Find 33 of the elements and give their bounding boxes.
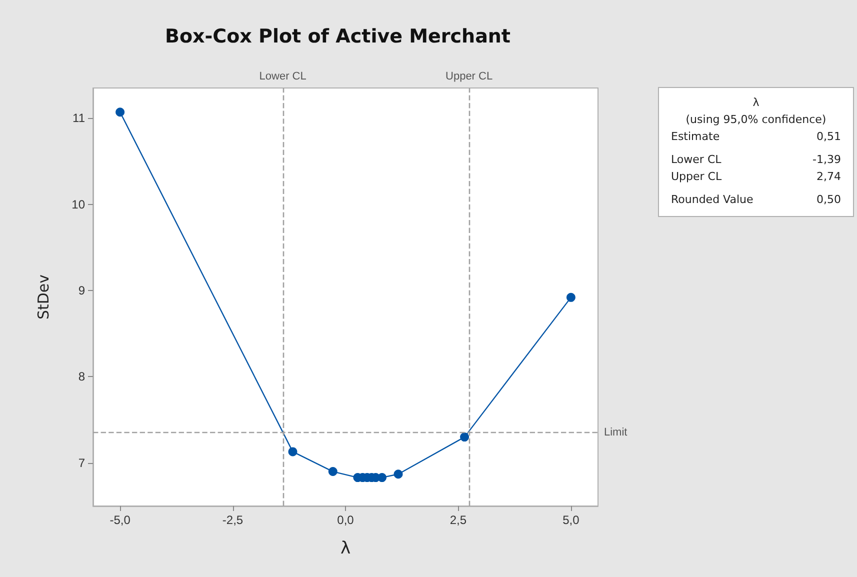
y-tick-label: 8: [78, 370, 86, 384]
text: Rounded Value: [671, 193, 754, 206]
point: [394, 470, 403, 479]
y-tick-label: 7: [78, 456, 86, 470]
text: 0,51: [816, 130, 841, 143]
y-tick-label: 10: [72, 197, 86, 212]
x-tick-label: -2,5: [222, 513, 244, 527]
point: [328, 467, 338, 476]
text: Lower CL: [671, 153, 722, 166]
y-tick-label: 11: [72, 111, 86, 126]
ref-line-label: Lower CL: [259, 70, 306, 82]
point: [116, 108, 125, 117]
text: 2,74: [816, 170, 841, 183]
text: Estimate: [671, 130, 720, 143]
x-tick-label: 5,0: [562, 513, 580, 527]
point: [288, 447, 298, 456]
ref-line-label: Upper CL: [446, 70, 493, 82]
x-axis-title: λ: [340, 538, 351, 558]
x-tick-label: 0,0: [337, 513, 354, 527]
text: -1,39: [812, 153, 841, 166]
point: [378, 473, 387, 482]
ref-line-label: Limit: [604, 426, 628, 439]
text: 0,50: [816, 193, 841, 206]
text: Upper CL: [671, 170, 722, 183]
point: [566, 292, 576, 302]
point: [460, 432, 470, 442]
x-tick-label: -5,0: [110, 513, 131, 527]
x-tick-label: 2,5: [450, 513, 467, 527]
chart-title: Box-Cox Plot of Active Merchant: [165, 26, 510, 48]
y-axis-title: StDev: [34, 274, 52, 320]
y-tick-label: 9: [78, 284, 86, 298]
text: λ: [752, 96, 760, 109]
text: (using 95,0% confidence): [684, 113, 828, 126]
